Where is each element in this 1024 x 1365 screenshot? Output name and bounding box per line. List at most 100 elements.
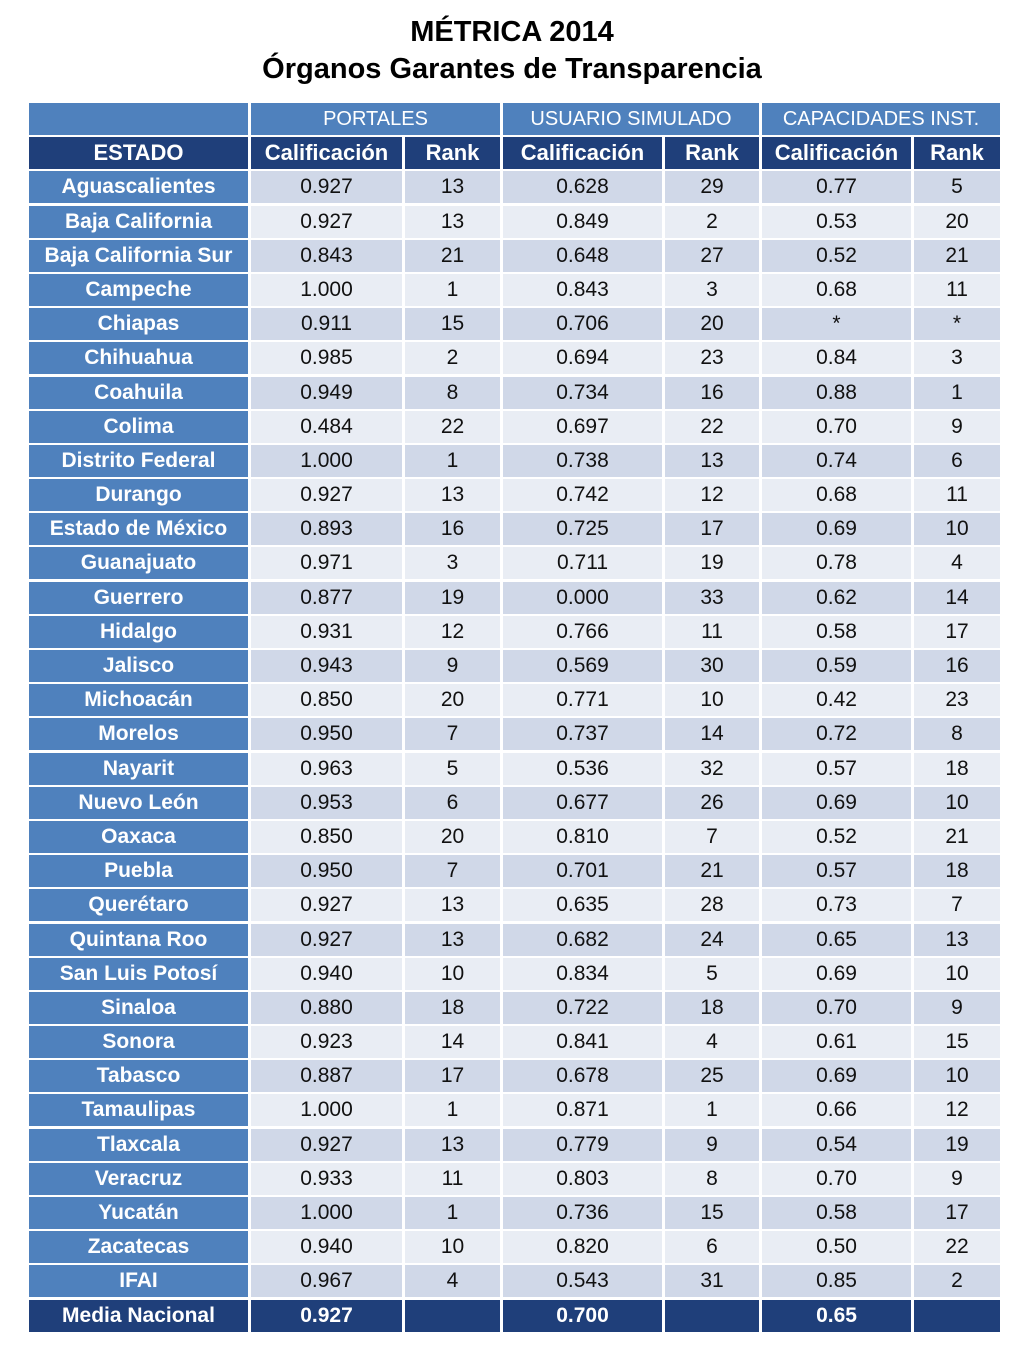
table-cell-capacidades-rank: 11	[914, 479, 1000, 512]
table-cell-usuario-calificacion: 0.849	[503, 205, 662, 238]
table-cell-usuario-calificacion: 0.694	[503, 342, 662, 375]
table-cell-portales-rank: 15	[405, 308, 500, 341]
table-cell-usuario-calificacion: 0.648	[503, 239, 662, 272]
table-cell-capacidades-calificacion: 0.73	[762, 889, 911, 922]
title-line-1: MÉTRICA 2014	[410, 16, 614, 48]
table-cell-usuario-calificacion: 0.737	[503, 718, 662, 751]
table-cell-usuario-calificacion: 0.711	[503, 547, 662, 580]
table-cell-usuario-rank: 33	[665, 581, 759, 614]
table-cell-capacidades-calificacion: 0.52	[762, 820, 911, 853]
table-cell-capacidades-rank: 5	[914, 171, 1000, 204]
table-cell-estado: San Luis Potosí	[29, 957, 248, 990]
table-cell-estado: Sinaloa	[29, 991, 248, 1024]
table-cell-portales-rank: 17	[405, 1060, 500, 1093]
table-cell-usuario-rank: 3	[665, 273, 759, 306]
table-cell-estado: Tabasco	[29, 1060, 248, 1093]
table-cell-capacidades-calificacion: 0.70	[762, 1162, 911, 1195]
table-cell-portales-rank: 13	[405, 205, 500, 238]
table-cell-capacidades-calificacion: 0.74	[762, 444, 911, 477]
table-cell-usuario-rank: 20	[665, 308, 759, 341]
table-cell-portales-rank: 1	[405, 1094, 500, 1127]
table-cell-estado: Chihuahua	[29, 342, 248, 375]
table-cell-usuario-rank: 14	[665, 718, 759, 751]
table-cell-capacidades-calificacion: 0.66	[762, 1094, 911, 1127]
table-cell-portales-calificacion: 1.000	[251, 273, 402, 306]
table-cell-portales-rank: 21	[405, 239, 500, 272]
table-cell-usuario-calificacion: 0.766	[503, 615, 662, 648]
table-cell-portales-calificacion: 0.880	[251, 991, 402, 1024]
table-cell-capacidades-rank: 20	[914, 205, 1000, 238]
table-cell-portales-calificacion: 0.927	[251, 1128, 402, 1161]
table-cell-estado: Aguascalientes	[29, 171, 248, 204]
table-cell-capacidades-rank: 9	[914, 410, 1000, 443]
table-cell-capacidades-rank: 8	[914, 718, 1000, 751]
table-cell-usuario-rank: 10	[665, 684, 759, 717]
table-cell-portales-calificacion: 0.943	[251, 650, 402, 682]
table-cell-portales-rank: 1	[405, 444, 500, 477]
table-cell-usuario-calificacion: 0.871	[503, 1094, 662, 1127]
table-cell-portales-calificacion: 0.850	[251, 684, 402, 717]
table-cell-estado: Puebla	[29, 855, 248, 888]
table-cell-capacidades-rank: 7	[914, 889, 1000, 922]
table-cell-estado: Morelos	[29, 718, 248, 751]
table-cell-capacidades-calificacion: 0.68	[762, 273, 911, 306]
table-cell-usuario-rank: 23	[665, 342, 759, 375]
column-header-capacidades-calificacion: Calificación	[762, 137, 911, 170]
table-cell-capacidades-rank: *	[914, 308, 1000, 341]
metrics-table: PORTALES USUARIO SIMULADO CAPACIDADES IN…	[29, 103, 1000, 1332]
table-cell-capacidades-rank: 23	[914, 684, 1000, 717]
footer-cell-capacidades-calificacion: 0.65	[762, 1299, 911, 1332]
table-cell-usuario-rank: 1	[665, 1094, 759, 1127]
table-cell-estado: Nuevo León	[29, 786, 248, 819]
table-cell-usuario-calificacion: 0.569	[503, 650, 662, 682]
table-cell-usuario-calificacion: 0.771	[503, 684, 662, 717]
table-cell-usuario-calificacion: 0.536	[503, 752, 662, 785]
table-cell-usuario-rank: 9	[665, 1128, 759, 1161]
table-cell-portales-calificacion: 0.850	[251, 820, 402, 853]
table-cell-capacidades-rank: 9	[914, 991, 1000, 1024]
table-cell-capacidades-rank: 14	[914, 581, 1000, 614]
table-cell-portales-rank: 9	[405, 650, 500, 682]
table-cell-capacidades-rank: 22	[914, 1231, 1000, 1264]
table-cell-usuario-rank: 22	[665, 410, 759, 443]
table-cell-usuario-rank: 17	[665, 513, 759, 546]
table-cell-capacidades-rank: 12	[914, 1094, 1000, 1127]
table-cell-capacidades-rank: 10	[914, 513, 1000, 546]
table-cell-capacidades-calificacion: 0.50	[762, 1231, 911, 1264]
table-cell-usuario-rank: 29	[665, 171, 759, 204]
table-cell-capacidades-calificacion: 0.61	[762, 1026, 911, 1059]
table-cell-portales-calificacion: 0.927	[251, 479, 402, 512]
table-cell-portales-rank: 10	[405, 957, 500, 990]
table-cell-portales-rank: 18	[405, 991, 500, 1024]
table-cell-usuario-rank: 16	[665, 376, 759, 409]
group-header-blank	[29, 103, 248, 135]
table-cell-usuario-calificacion: 0.635	[503, 889, 662, 922]
table-cell-estado: Querétaro	[29, 889, 248, 922]
table-cell-portales-rank: 4	[405, 1265, 500, 1298]
group-header-usuario-simulado: USUARIO SIMULADO	[503, 103, 759, 135]
table-cell-usuario-calificacion: 0.779	[503, 1128, 662, 1161]
table-cell-capacidades-calificacion: 0.69	[762, 786, 911, 819]
table-cell-capacidades-rank: 10	[914, 1060, 1000, 1093]
table-cell-usuario-rank: 25	[665, 1060, 759, 1093]
table-cell-portales-rank: 7	[405, 855, 500, 888]
table-cell-capacidades-calificacion: 0.58	[762, 1197, 911, 1229]
table-cell-portales-calificacion: 0.927	[251, 171, 402, 204]
table-cell-usuario-calificacion: 0.706	[503, 308, 662, 341]
table-cell-usuario-calificacion: 0.677	[503, 786, 662, 819]
table-cell-capacidades-rank: 21	[914, 239, 1000, 272]
title-line-2: Órganos Garantes de Transparencia	[262, 53, 762, 85]
table-cell-estado: Tamaulipas	[29, 1094, 248, 1127]
table-cell-capacidades-rank: 2	[914, 1265, 1000, 1298]
table-cell-portales-calificacion: 0.985	[251, 342, 402, 375]
table-cell-portales-rank: 16	[405, 513, 500, 546]
table-cell-portales-calificacion: 0.887	[251, 1060, 402, 1093]
table-cell-portales-calificacion: 0.963	[251, 752, 402, 785]
table-cell-portales-rank: 12	[405, 615, 500, 648]
table-cell-capacidades-calificacion: 0.53	[762, 205, 911, 238]
group-header-capacidades: CAPACIDADES INST.	[762, 103, 1000, 135]
table-cell-portales-calificacion: 0.877	[251, 581, 402, 614]
column-header-capacidades-rank: Rank	[914, 137, 1000, 170]
column-header-portales-calificacion: Calificación	[251, 137, 402, 170]
table-cell-usuario-rank: 18	[665, 991, 759, 1024]
